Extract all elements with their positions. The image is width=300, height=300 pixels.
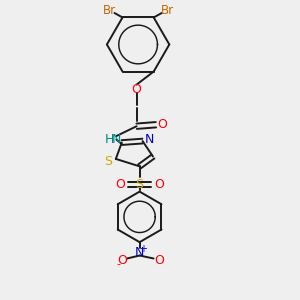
Text: Br: Br <box>103 4 116 16</box>
Text: N: N <box>144 134 154 146</box>
Text: -: - <box>116 260 120 269</box>
Text: Br: Br <box>160 4 174 16</box>
Text: +: + <box>140 244 148 254</box>
Text: S: S <box>104 155 112 168</box>
Text: S: S <box>136 178 144 191</box>
Text: O: O <box>154 254 164 267</box>
Text: O: O <box>115 178 125 191</box>
Text: N: N <box>112 133 121 146</box>
Text: O: O <box>154 178 164 191</box>
Text: O: O <box>117 254 127 267</box>
Text: O: O <box>158 118 167 131</box>
Text: H: H <box>105 133 115 146</box>
Text: N: N <box>135 246 144 259</box>
Text: O: O <box>132 82 142 96</box>
